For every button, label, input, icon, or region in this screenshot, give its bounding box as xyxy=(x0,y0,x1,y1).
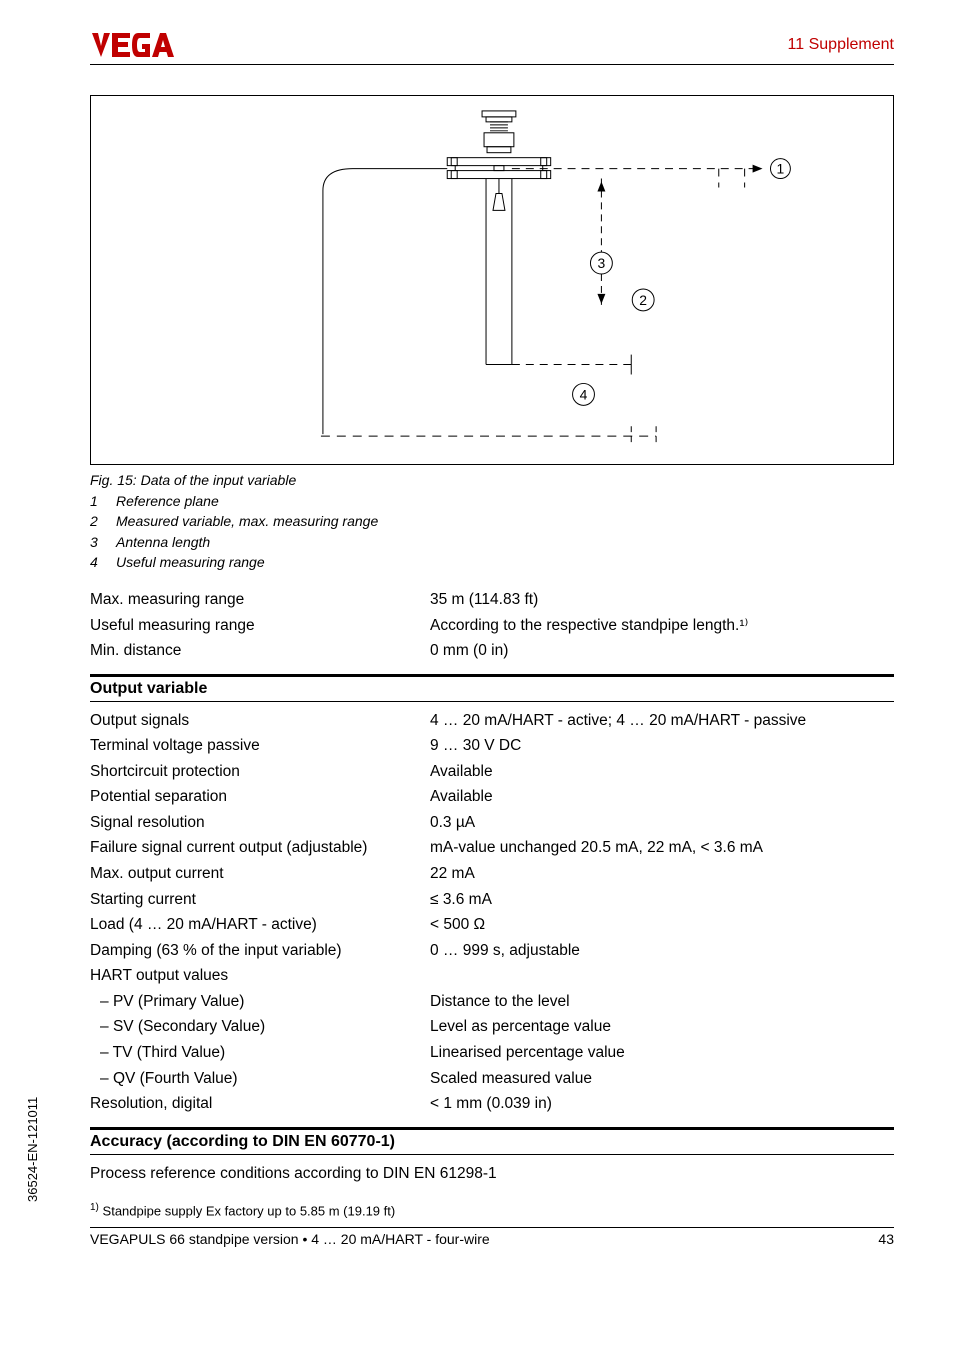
footnote-marker: 1) xyxy=(90,1202,99,1213)
figure-marker-4: 4 xyxy=(580,386,588,402)
figure-caption: Fig. 15: Data of the input variable xyxy=(90,471,894,491)
spec-value: 9 … 30 V DC xyxy=(430,733,894,759)
legend-num: 4 xyxy=(90,553,116,573)
spec-value: mA-value unchanged 20.5 mA, 22 mA, < 3.6… xyxy=(430,835,894,861)
output-variable-header: Output variable xyxy=(90,674,894,702)
legend-num: 1 xyxy=(90,492,116,512)
spec-label: Max. measuring range xyxy=(90,587,430,613)
spec-value: 0 mm (0 in) xyxy=(430,638,894,664)
spec-value: 35 m (114.83 ft) xyxy=(430,587,894,613)
accuracy-header: Accuracy (according to DIN EN 60770-1) xyxy=(90,1127,894,1155)
spec-value: Scaled measured value xyxy=(430,1066,894,1092)
footnote: 1) Standpipe supply Ex factory up to 5.8… xyxy=(90,1202,894,1218)
spec-value: According to the respective standpipe le… xyxy=(430,613,894,639)
spec-value: Level as percentage value xyxy=(430,1014,894,1040)
spec-label: Signal resolution xyxy=(90,810,430,836)
page-footer: VEGAPULS 66 standpipe version • 4 … 20 m… xyxy=(90,1227,894,1247)
spec-value: 0 … 999 s, adjustable xyxy=(430,938,894,964)
spec-sublabel: SV (Secondary Value) xyxy=(90,1014,430,1040)
figure-marker-1: 1 xyxy=(777,161,785,177)
vega-logo xyxy=(90,30,200,60)
legend-text: Measured variable, max. measuring range xyxy=(116,513,378,529)
spec-value: 4 … 20 mA/HART - active; 4 … 20 mA/HART … xyxy=(430,708,894,734)
spec-value xyxy=(430,963,894,989)
header-section-label: 11 Supplement xyxy=(788,36,894,54)
spec-label: Load (4 … 20 mA/HART - active) xyxy=(90,912,430,938)
accuracy-line: Process reference conditions according t… xyxy=(90,1161,497,1187)
figure-legend: 1Reference plane 2Measured variable, max… xyxy=(90,492,894,573)
basic-specs: Max. measuring range35 m (114.83 ft) Use… xyxy=(90,587,894,664)
spec-label: Output signals xyxy=(90,708,430,734)
figure-marker-3: 3 xyxy=(598,255,606,271)
spec-sublabel: TV (Third Value) xyxy=(90,1040,430,1066)
spec-value: Available xyxy=(430,759,894,785)
spec-sublabel: QV (Fourth Value) xyxy=(90,1066,430,1092)
figure-marker-2: 2 xyxy=(639,292,647,308)
spec-sublabel: PV (Primary Value) xyxy=(90,989,430,1015)
spec-value: 0.3 µA xyxy=(430,810,894,836)
footnote-text: Standpipe supply Ex factory up to 5.85 m… xyxy=(103,1204,396,1219)
spec-label: Resolution, digital xyxy=(90,1091,430,1117)
figure-diagram: 1 3 2 4 xyxy=(90,95,894,465)
spec-value: < 500 Ω xyxy=(430,912,894,938)
spec-label: Terminal voltage passive xyxy=(90,733,430,759)
spec-label: Min. distance xyxy=(90,638,430,664)
spec-label: HART output values xyxy=(90,963,430,989)
spec-label: Potential separation xyxy=(90,784,430,810)
spec-value: Available xyxy=(430,784,894,810)
spec-value: Distance to the level xyxy=(430,989,894,1015)
page-header: 11 Supplement xyxy=(90,30,894,65)
spec-label: Max. output current xyxy=(90,861,430,887)
spec-label: Starting current xyxy=(90,887,430,913)
spec-label: Useful measuring range xyxy=(90,613,430,639)
footer-left: VEGAPULS 66 standpipe version • 4 … 20 m… xyxy=(90,1231,490,1247)
legend-num: 3 xyxy=(90,533,116,553)
output-variable-table: Output signals4 … 20 mA/HART - active; 4… xyxy=(90,708,894,1117)
footer-page-number: 43 xyxy=(878,1231,894,1247)
spec-label: Shortcircuit protection xyxy=(90,759,430,785)
spec-value: ≤ 3.6 mA xyxy=(430,887,894,913)
legend-num: 2 xyxy=(90,512,116,532)
spec-value: < 1 mm (0.039 in) xyxy=(430,1091,894,1117)
legend-text: Antenna length xyxy=(116,534,210,550)
spec-label: Damping (63 % of the input variable) xyxy=(90,938,430,964)
legend-text: Useful measuring range xyxy=(116,554,265,570)
spec-value: 22 mA xyxy=(430,861,894,887)
spec-value: Linearised percentage value xyxy=(430,1040,894,1066)
spec-label: Failure signal current output (adjustabl… xyxy=(90,835,430,861)
legend-text: Reference plane xyxy=(116,493,219,509)
